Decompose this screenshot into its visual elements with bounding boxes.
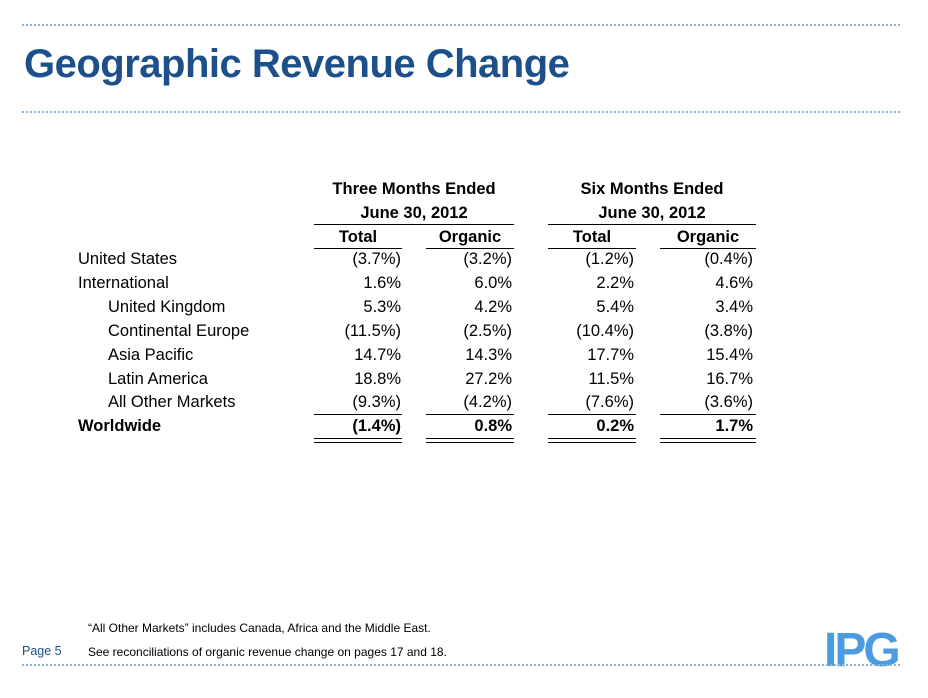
three-months-underline	[314, 224, 514, 225]
cell-six-total: (7.6%)	[585, 393, 634, 411]
row-label: Continental Europe	[108, 322, 250, 340]
cell-six-organic: 16.7%	[706, 370, 753, 388]
cell-six-total: 5.4%	[596, 298, 634, 316]
cell-three-organic: 6.0%	[474, 274, 512, 292]
cell-six-total: 0.2%	[596, 417, 634, 435]
total-double-rule-3	[548, 438, 636, 443]
row-label: Latin America	[108, 370, 208, 388]
cell-six-organic: 3.4%	[715, 298, 753, 316]
cell-six-total: (1.2%)	[585, 250, 634, 268]
table-row: Asia Pacific 14.7% 14.3% 17.7% 15.4%	[0, 346, 928, 370]
table-row: International 1.6% 6.0% 2.2% 4.6%	[0, 274, 928, 298]
cell-three-total: 5.3%	[363, 298, 401, 316]
row-label: Worldwide	[78, 417, 162, 435]
subtotal-rule-1	[314, 414, 402, 415]
col-header-six-total: Total	[572, 228, 612, 246]
cell-three-total: (11.5%)	[344, 322, 401, 340]
cell-three-total: 14.7%	[354, 346, 401, 364]
row-label: United Kingdom	[108, 298, 226, 316]
title-dotted-rule	[22, 111, 900, 113]
cell-six-organic: (0.4%)	[704, 250, 753, 268]
total-double-rule-1	[314, 438, 402, 443]
footnote-reconciliations: See reconciliations of organic revenue c…	[88, 645, 447, 659]
subtotal-rule-2	[426, 414, 514, 415]
cell-six-organic: (3.6%)	[704, 393, 753, 411]
cell-three-organic: (4.2%)	[463, 393, 512, 411]
col-header-rule-1	[314, 248, 402, 249]
cell-six-total: 2.2%	[596, 274, 634, 292]
col-header-rule-3	[548, 248, 636, 249]
cell-six-organic: 4.6%	[715, 274, 753, 292]
row-label: Asia Pacific	[108, 346, 194, 364]
subtotal-rule-3	[548, 414, 636, 415]
table-row: United States (3.7%) (3.2%) (1.2%) (0.4%…	[0, 250, 928, 274]
table-row-total: Worldwide (1.4%) 0.8% 0.2% 1.7%	[0, 417, 928, 441]
row-label: International	[78, 274, 169, 292]
table-row: Continental Europe (11.5%) (2.5%) (10.4%…	[0, 322, 928, 346]
cell-three-total: (3.7%)	[352, 250, 401, 268]
cell-six-organic: (3.8%)	[704, 322, 753, 340]
row-label: United States	[78, 250, 178, 268]
row-label: All Other Markets	[108, 393, 236, 411]
table-row: Latin America 18.8% 27.2% 11.5% 16.7%	[0, 370, 928, 394]
six-months-header-line1: Six Months Ended	[580, 180, 724, 198]
cell-six-total: (10.4%)	[576, 322, 634, 340]
page-number: Page 5	[22, 644, 62, 658]
col-header-six-organic: Organic	[676, 228, 740, 246]
cell-six-total: 11.5%	[588, 370, 634, 388]
cell-six-organic: 15.4%	[706, 346, 753, 364]
bottom-dotted-rule	[22, 664, 900, 666]
cell-three-total: 18.8%	[354, 370, 401, 388]
cell-three-organic: 4.2%	[474, 298, 512, 316]
table-row: All Other Markets (9.3%) (4.2%) (7.6%) (…	[0, 393, 928, 417]
footnote-other-markets: “All Other Markets” includes Canada, Afr…	[88, 621, 431, 635]
cell-six-total: 17.7%	[587, 346, 634, 364]
three-months-header-line2: June 30, 2012	[360, 204, 468, 222]
cell-three-total: 1.6%	[363, 274, 401, 292]
three-months-header-line1: Three Months Ended	[332, 180, 496, 198]
table-row: United Kingdom 5.3% 4.2% 5.4% 3.4%	[0, 298, 928, 322]
page-title: Geographic Revenue Change	[24, 42, 570, 86]
subtotal-rule-4	[660, 414, 756, 415]
cell-three-total: (1.4%)	[352, 417, 401, 435]
cell-three-organic: 0.8%	[474, 417, 512, 435]
cell-three-organic: 27.2%	[465, 370, 512, 388]
total-double-rule-2	[426, 438, 514, 443]
cell-six-organic: 1.7%	[715, 417, 753, 435]
ipg-logo: IPG	[824, 624, 908, 677]
col-header-three-total: Total	[338, 228, 378, 246]
top-dotted-rule	[22, 24, 900, 26]
cell-three-organic: 14.3%	[465, 346, 512, 364]
cell-three-organic: (3.2%)	[463, 250, 512, 268]
svg-text:IPG: IPG	[824, 626, 898, 670]
col-header-three-organic: Organic	[438, 228, 502, 246]
cell-three-total: (9.3%)	[352, 393, 401, 411]
col-header-rule-2	[426, 248, 514, 249]
six-months-header-line2: June 30, 2012	[598, 204, 706, 222]
cell-three-organic: (2.5%)	[463, 322, 512, 340]
col-header-rule-4	[660, 248, 756, 249]
total-double-rule-4	[660, 438, 756, 443]
six-months-underline	[548, 224, 756, 225]
